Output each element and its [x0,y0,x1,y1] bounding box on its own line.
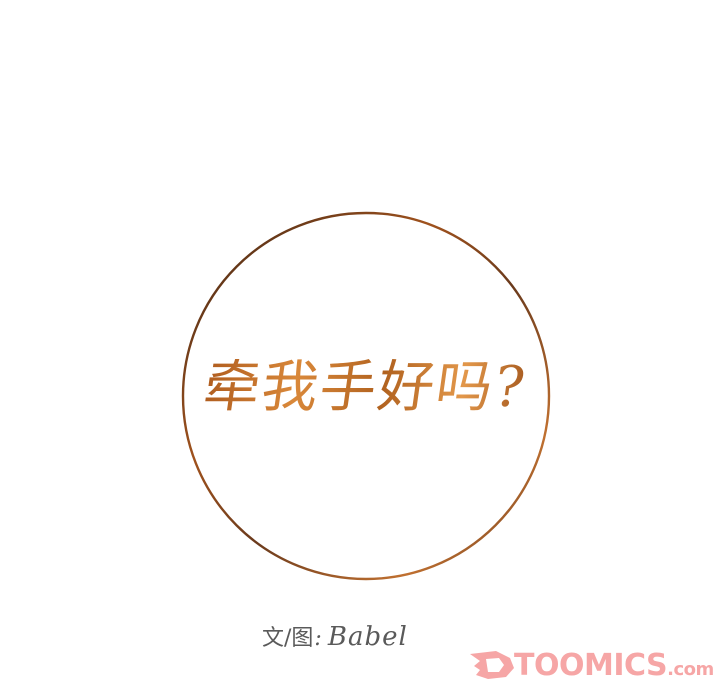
watermark-text: TOOMICS.com [514,644,714,688]
toomics-watermark: TOOMICS.com [466,644,714,688]
credit-author: Babel [327,622,408,652]
watermark-brand: TOOMICS [514,648,668,683]
credit-label: 文/图 [262,626,314,651]
watermark-suffix: .com [667,659,714,680]
author-credit: 文/图: Babel [262,622,408,652]
chapter-title: 牵我手好吗? [184,348,545,428]
toomics-logo-icon [470,651,514,679]
credit-separator: : [314,626,322,651]
decorative-circle [181,211,551,581]
